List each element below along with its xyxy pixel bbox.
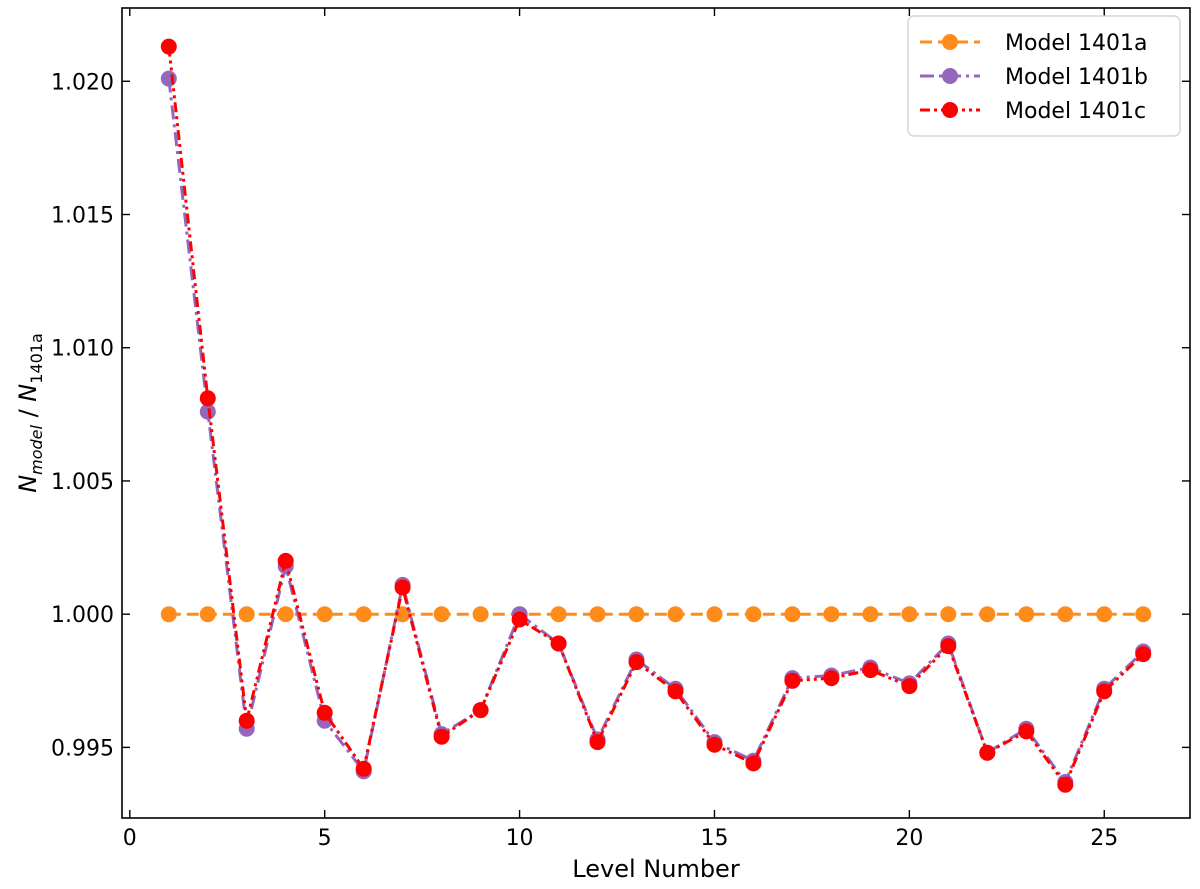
- x-tick-label: 5: [318, 826, 332, 851]
- data-point: [940, 638, 957, 655]
- data-point: [277, 552, 294, 569]
- data-point: [316, 606, 333, 623]
- y-tick-label: 1.010: [51, 337, 114, 362]
- data-point: [394, 606, 411, 623]
- data-point: [745, 755, 762, 772]
- plot-frame: [121, 7, 1191, 819]
- y-tick-label: 1.005: [51, 470, 114, 495]
- legend-marker: [942, 68, 958, 84]
- data-point: [511, 611, 528, 628]
- data-point: [1135, 646, 1152, 663]
- x-tick-label: 0: [123, 826, 137, 851]
- data-point: [433, 606, 450, 623]
- data-point: [550, 606, 567, 623]
- data-point: [823, 606, 840, 623]
- legend: Model 1401a Model 1401b Model 1401c: [907, 15, 1181, 137]
- data-point: [628, 654, 645, 671]
- data-point: [628, 606, 645, 623]
- data-point: [706, 736, 723, 753]
- data-point: [1096, 606, 1113, 623]
- legend-entry: Model 1401c: [920, 99, 1146, 124]
- data-point: [550, 635, 567, 652]
- legend-marker: [942, 34, 958, 50]
- data-point: [355, 606, 372, 623]
- data-point: [589, 734, 606, 751]
- y-label-sub2: 1401a: [27, 333, 46, 384]
- data-point: [199, 403, 216, 420]
- data-point: [979, 606, 996, 623]
- data-point: [901, 606, 918, 623]
- series-layer: [160, 38, 1152, 793]
- y-tick-label: 1.015: [51, 203, 114, 228]
- data-point: [160, 38, 177, 55]
- x-tick-label: 25: [1090, 826, 1118, 851]
- legend-entry: Model 1401b: [920, 65, 1148, 90]
- legend-box: [907, 15, 1181, 137]
- data-point: [706, 606, 723, 623]
- data-point: [1096, 683, 1113, 700]
- data-point: [940, 606, 957, 623]
- data-point: [784, 672, 801, 689]
- data-point: [433, 728, 450, 745]
- data-point: [199, 390, 216, 407]
- data-point: [784, 606, 801, 623]
- data-point: [1018, 606, 1035, 623]
- y-label-main: N: [14, 475, 42, 493]
- y-tick-label: 1.020: [51, 70, 114, 95]
- data-point: [745, 606, 762, 623]
- data-point: [1057, 776, 1074, 793]
- data-point: [1018, 723, 1035, 740]
- data-point: [472, 606, 489, 623]
- x-axis-label: Level Number: [572, 855, 740, 883]
- x-tick-label: 10: [506, 826, 534, 851]
- data-point: [1057, 606, 1074, 623]
- legend-label: Model 1401a: [1005, 31, 1148, 56]
- data-point: [667, 606, 684, 623]
- ticks-layer: 0 5 10 15 20 25 0.995 1.000 1.005 1.010 1.015 1.020: [51, 8, 1190, 851]
- y-tick-label: 1.000: [51, 603, 114, 628]
- data-point: [862, 606, 879, 623]
- plot-area: [122, 8, 1190, 818]
- data-point: [823, 670, 840, 687]
- legend-entry: Model 1401a: [920, 31, 1148, 56]
- series-1: [160, 606, 1152, 623]
- series-line: [167, 46, 1145, 788]
- y-axis-label: Nmodel / N1401a: [14, 333, 46, 493]
- data-point: [238, 712, 255, 729]
- data-point: [238, 606, 255, 623]
- x-tick-label: 15: [700, 826, 728, 851]
- legend-label: Model 1401c: [1005, 99, 1146, 124]
- data-point: [979, 744, 996, 761]
- y-label-sub1: model: [27, 424, 46, 474]
- y-label-main2: N: [14, 384, 42, 402]
- data-point: [901, 678, 918, 695]
- legend-marker: [942, 102, 958, 118]
- data-point: [667, 683, 684, 700]
- data-point: [394, 579, 411, 596]
- data-point: [277, 606, 294, 623]
- series-3: [160, 38, 1152, 793]
- data-point: [316, 704, 333, 721]
- legend-label: Model 1401b: [1005, 65, 1148, 90]
- y-label-sep: /: [14, 402, 42, 425]
- data-point: [589, 606, 606, 623]
- series-line: [167, 78, 1145, 786]
- data-point: [862, 662, 879, 679]
- data-point: [199, 606, 216, 623]
- data-point: [1135, 606, 1152, 623]
- data-point: [160, 606, 177, 623]
- x-tick-label: 20: [895, 826, 923, 851]
- data-point: [472, 702, 489, 719]
- y-tick-label: 0.995: [51, 736, 114, 761]
- data-point: [355, 760, 372, 777]
